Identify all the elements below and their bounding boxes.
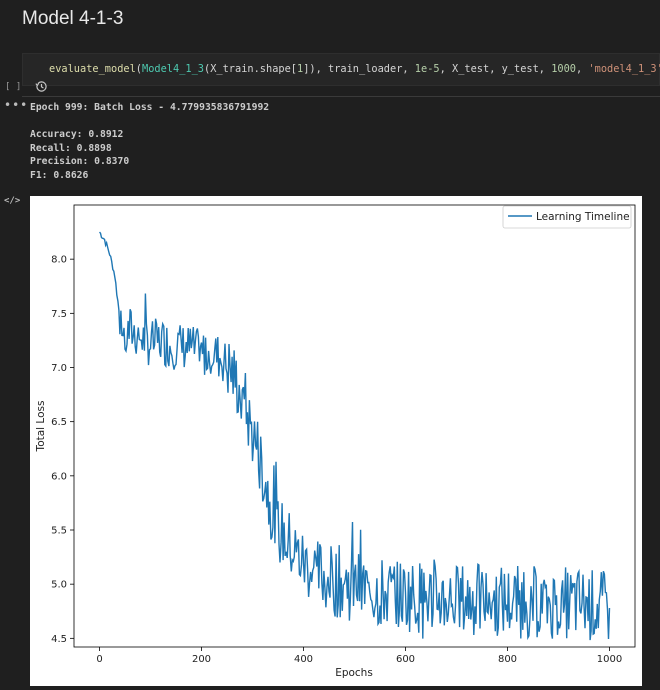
x-tick-label: 200 <box>192 654 211 665</box>
code-args-a: (X_train.shape[ <box>204 63 297 75</box>
x-axis-label: Epochs <box>335 667 373 679</box>
more-icon[interactable]: ••• <box>4 98 29 112</box>
cell-divider <box>22 96 660 97</box>
plot-output: 0 200 400 600 800 1000 4.5 5.0 5.5 6.0 6.5 7.0 7.5 8.… <box>30 196 642 686</box>
legend-label: Learning Timeline <box>536 211 630 223</box>
y-tick-label: 6.5 <box>51 417 67 428</box>
legend: Learning Timeline <box>502 205 632 229</box>
y-axis-label: Total Loss <box>35 401 47 453</box>
code-paren: ( <box>135 63 142 75</box>
y-tick-label: 6.0 <box>51 471 67 482</box>
precision-line: Precision: 0.8370 <box>30 156 130 167</box>
code-args-b: ]), train_loader, <box>303 63 415 75</box>
x-tick-label: 800 <box>498 654 517 665</box>
y-tick-label: 8.0 <box>51 255 67 266</box>
y-tick-label: 5.0 <box>51 580 67 591</box>
cell-output: Epoch 999: Batch Loss - 4.77993583679199… <box>30 101 269 182</box>
epoch-line: Epoch 999: Batch Loss - 4.77993583679199… <box>30 102 270 113</box>
code-epochs: 1000 <box>551 63 577 75</box>
code-func: evaluate_model <box>49 63 136 75</box>
code-args-c: , X_test, y_test, <box>439 63 552 75</box>
code-index: 1 <box>297 63 304 75</box>
loss-chart: 0 200 400 600 800 1000 4.5 5.0 5.5 6.0 6.5 7.0 7.5 8.… <box>35 204 636 679</box>
code-class: Model4_1_3 <box>142 63 204 75</box>
x-tick-label: 1000 <box>597 654 622 665</box>
y-tick-label: 4.5 <box>51 634 67 645</box>
code-icon[interactable]: </> <box>4 196 21 206</box>
y-tick-label: 5.5 <box>51 526 67 537</box>
code-lr: 1e-5 <box>414 63 440 75</box>
page-title: Model 4-1-3 <box>22 8 124 29</box>
series-line <box>98 231 611 641</box>
x-tick-label: 0 <box>96 654 102 665</box>
code-string: 'model4_1_3' <box>588 63 660 75</box>
code-cell[interactable]: evaluate_model(Model4_1_3(X_train.shape[… <box>22 53 660 86</box>
f1-line: F1: 0.8626 <box>30 169 89 181</box>
x-tick-label: 400 <box>294 654 313 665</box>
recall-line: Recall: 0.8898 <box>30 142 112 154</box>
code-line[interactable]: evaluate_model(Model4_1_3(X_train.shape[… <box>49 63 660 75</box>
accuracy-line: Accuracy: 0.8912 <box>30 129 124 140</box>
code-comma: , <box>576 63 589 75</box>
y-tick-label: 7.0 <box>51 363 67 374</box>
history-icon[interactable] <box>35 80 48 93</box>
execution-count[interactable]: [ ] <box>5 82 22 92</box>
y-tick-label: 7.5 <box>51 309 67 320</box>
x-tick-label: 600 <box>396 654 415 665</box>
